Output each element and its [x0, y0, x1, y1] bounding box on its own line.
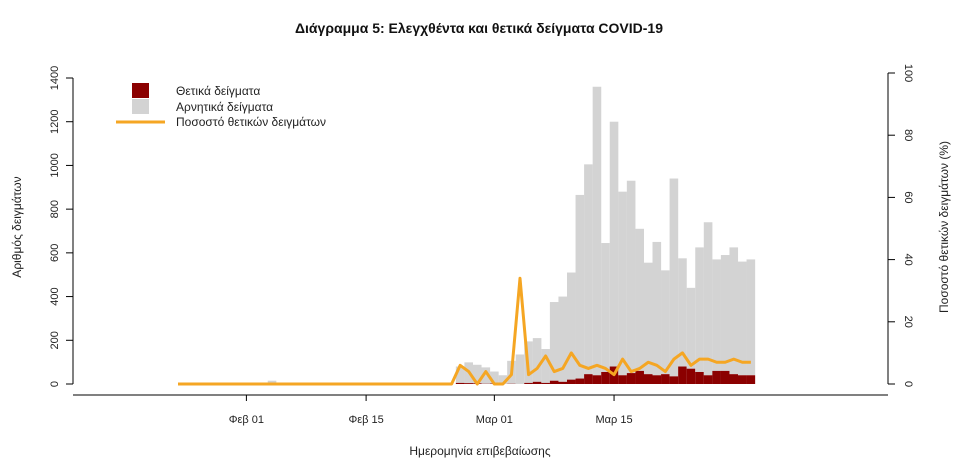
- x-axis-label: Ημερομηνία επιβεβαίωσης: [409, 444, 550, 458]
- positive-bar: [661, 374, 670, 384]
- rate-line-layer: [178, 276, 751, 386]
- positive-bar: [455, 382, 465, 384]
- negative-bar: [541, 349, 550, 383]
- negative-bar: [712, 259, 721, 371]
- legend-rate-label: Ποσοστό θετικών δειγμάτων: [176, 115, 326, 129]
- y-tick-label: 200: [49, 331, 61, 349]
- positive-bar: [746, 375, 756, 384]
- negative-bar: [626, 180, 636, 374]
- y2-tick-label: 80: [902, 129, 914, 141]
- negative-bar: [703, 222, 713, 376]
- y2-tick-label: 40: [902, 253, 914, 265]
- negative-bar: [720, 255, 730, 371]
- bottom-axis-ticks: Φεβ 01 Φεβ 15 Μαρ 01 Μαρ 15: [229, 395, 633, 426]
- negative-bar: [635, 228, 644, 371]
- positive-bar: [703, 375, 713, 384]
- negative-bar: [498, 375, 508, 384]
- negative-bar: [678, 258, 687, 367]
- negative-bar: [609, 121, 619, 367]
- y2-axis-label: Ποσοστό θετικών δειγμάτων (%): [937, 141, 951, 313]
- legend-negative-label: Αρνητικά δείγματα: [176, 100, 273, 114]
- y-tick-label: 1400: [49, 66, 61, 90]
- positive-bar: [695, 371, 704, 384]
- positive-bar: [686, 368, 696, 384]
- negative-bar: [481, 367, 491, 384]
- positive-bar: [652, 375, 662, 384]
- negative-bar: [686, 287, 696, 369]
- bars-layer: [267, 86, 756, 384]
- negative-bar: [592, 86, 602, 376]
- positive-bar: [738, 375, 747, 384]
- positive-bar: [575, 378, 585, 384]
- negative-bar: [515, 354, 525, 384]
- positive-bar: [618, 375, 627, 384]
- positive-bar: [643, 374, 653, 384]
- negative-bar: [652, 241, 662, 376]
- y-axis-label: Αριθμός δειγμάτων: [10, 176, 24, 277]
- y-tick-label: 1000: [49, 153, 61, 177]
- negative-bar: [472, 364, 482, 384]
- y-tick-label: 1200: [49, 109, 61, 133]
- positive-bar: [567, 379, 576, 384]
- positive-bar: [532, 381, 542, 384]
- chart-title: Διάγραμμα 5: Ελεγχθέντα και θετικά δείγμ…: [295, 20, 663, 36]
- negative-bar: [669, 178, 679, 377]
- left-axis-ticks: 0 200 400 600 800 1000 1200 1400: [49, 66, 73, 387]
- negative-bar: [567, 272, 576, 380]
- positive-bar: [678, 366, 687, 384]
- y2-tick-label: 60: [902, 191, 914, 203]
- negative-bar: [532, 338, 542, 382]
- legend-positive-swatch: [132, 83, 149, 98]
- positive-bar: [601, 371, 610, 384]
- legend-positive-label: Θετικά δείγματα: [176, 84, 260, 98]
- positive-bar: [524, 382, 533, 384]
- negative-bar: [695, 247, 704, 372]
- x-tick-label: Φεβ 15: [348, 414, 383, 426]
- y2-tick-label: 100: [902, 64, 914, 82]
- positive-bar: [669, 376, 679, 384]
- positive-bar: [626, 373, 636, 384]
- positive-bar: [541, 382, 550, 384]
- y-tick-label: 800: [49, 200, 61, 218]
- negative-bar: [746, 259, 756, 376]
- legend-negative-swatch: [132, 99, 149, 114]
- right-axis-ticks: 0 20 40 60 80 100: [888, 64, 914, 387]
- legend: Θετικά δείγματα Αρνητικά δείγματα Ποσοστ…: [116, 83, 326, 129]
- x-tick-label: Φεβ 01: [229, 414, 264, 426]
- y2-tick-label: 0: [902, 381, 914, 387]
- negative-bar: [549, 302, 559, 381]
- negative-bar: [584, 164, 593, 375]
- positive-bar: [729, 374, 739, 384]
- negative-bar: [643, 262, 653, 375]
- negative-bar: [267, 380, 277, 384]
- positive-bar: [712, 370, 721, 384]
- positive-bar: [558, 381, 568, 384]
- positive-bar: [720, 370, 730, 384]
- negative-bar: [575, 194, 585, 379]
- x-tick-label: Μαρ 15: [596, 414, 633, 426]
- y-tick-label: 600: [49, 244, 61, 262]
- positive-bar: [635, 370, 644, 384]
- negative-bar: [738, 261, 747, 376]
- x-tick-label: Μαρ 01: [476, 414, 513, 426]
- negative-bar: [455, 366, 465, 383]
- negative-bar: [661, 270, 670, 375]
- positive-bar: [549, 380, 559, 384]
- y2-tick-label: 20: [902, 316, 914, 328]
- negative-bar: [729, 247, 739, 375]
- y-tick-label: 400: [49, 287, 61, 305]
- negative-bar: [490, 371, 499, 384]
- y-tick-label: 0: [49, 381, 61, 387]
- positive-bar: [592, 375, 602, 384]
- negative-bar: [618, 191, 627, 376]
- negative-bar: [558, 296, 568, 382]
- positive-bar: [584, 374, 593, 384]
- negative-bar: [601, 243, 610, 372]
- positive-bar: [464, 383, 473, 384]
- rate-line: [178, 276, 751, 386]
